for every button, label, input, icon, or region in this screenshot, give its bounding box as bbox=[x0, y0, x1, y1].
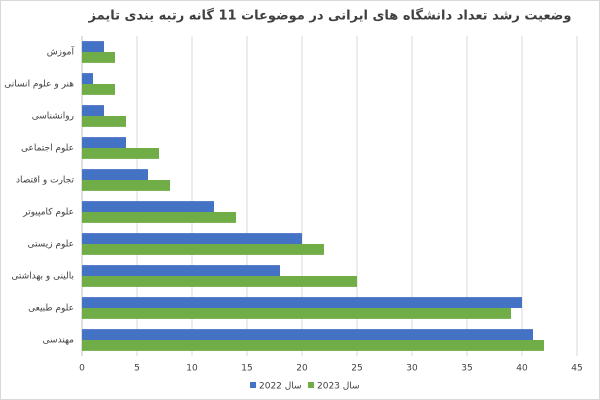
y-tick-label: هنر و علوم انسانی bbox=[4, 80, 74, 90]
bar bbox=[82, 180, 170, 191]
bar bbox=[82, 41, 104, 52]
x-tick-label: 10 bbox=[186, 364, 198, 374]
bar bbox=[82, 148, 159, 159]
bar bbox=[82, 233, 302, 244]
bar bbox=[82, 212, 236, 223]
y-tick-label: علوم کامپیوتر bbox=[22, 208, 74, 218]
bar bbox=[82, 52, 115, 63]
y-tick-label: آموزش bbox=[47, 46, 75, 58]
bar bbox=[82, 329, 533, 340]
x-tick-label: 15 bbox=[241, 364, 252, 374]
x-tick-label: 30 bbox=[406, 364, 418, 374]
legend-label: سال 2022 bbox=[259, 382, 302, 392]
x-tick-label: 35 bbox=[461, 364, 472, 374]
bar bbox=[82, 169, 148, 180]
x-tick-label: 25 bbox=[351, 364, 362, 374]
bar bbox=[82, 201, 214, 212]
legend-swatch bbox=[308, 382, 314, 388]
bar bbox=[82, 84, 115, 95]
x-tick-label: 20 bbox=[296, 364, 308, 374]
bar bbox=[82, 116, 126, 127]
x-tick-label: 0 bbox=[79, 364, 85, 374]
bar bbox=[82, 244, 324, 255]
y-tick-label: علوم طبیعی bbox=[28, 304, 74, 314]
y-tick-label: تجارت و اقتصاد bbox=[16, 176, 75, 186]
bar bbox=[82, 105, 104, 116]
bar bbox=[82, 265, 280, 276]
legend-label: سال 2023 bbox=[317, 382, 360, 392]
bar bbox=[82, 73, 93, 84]
y-tick-label: علوم اجتماعی bbox=[21, 144, 74, 154]
x-tick-label: 40 bbox=[516, 364, 528, 374]
y-tick-label: بالینی و بهداشتی bbox=[11, 272, 74, 282]
bar bbox=[82, 340, 544, 351]
bar bbox=[82, 308, 511, 319]
y-tick-label: مهندسی bbox=[43, 336, 75, 346]
x-tick-label: 5 bbox=[134, 364, 140, 374]
bar bbox=[82, 276, 357, 287]
y-tick-label: روانشناسی bbox=[32, 112, 74, 122]
y-tick-label: علوم زیستی bbox=[27, 240, 74, 250]
legend-swatch bbox=[250, 382, 256, 388]
x-tick-label: 45 bbox=[571, 364, 582, 374]
bar bbox=[82, 297, 522, 308]
chart-title: وضعیت رشد تعداد دانشگاه های ایرانی در مو… bbox=[88, 8, 572, 24]
bar bbox=[82, 137, 126, 148]
